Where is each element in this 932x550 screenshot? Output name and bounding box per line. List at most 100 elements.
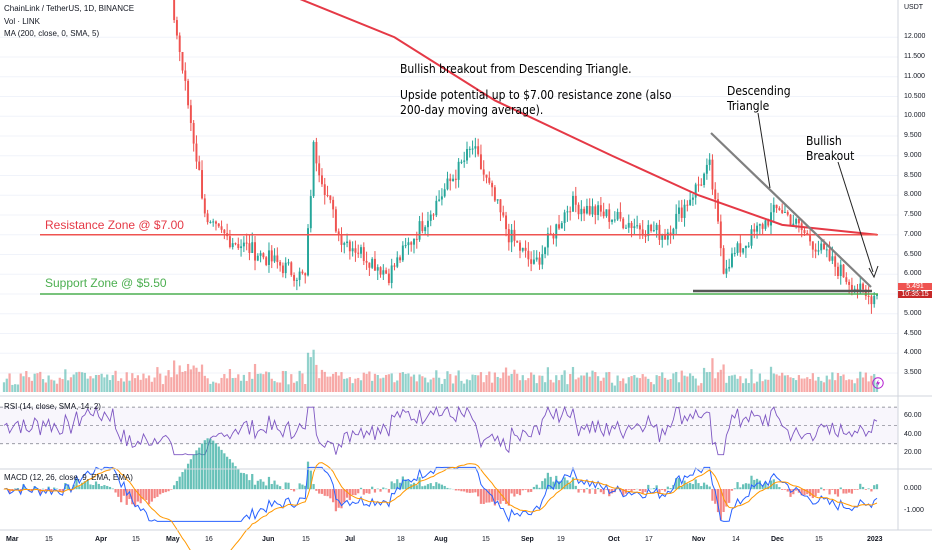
macd-histogram-bar xyxy=(638,489,642,491)
macd-histogram-bar xyxy=(585,488,589,490)
volume-bar xyxy=(580,375,583,392)
volume-indicator-label[interactable]: Vol · LINK xyxy=(4,17,41,26)
macd-histogram-bar xyxy=(463,489,466,492)
macd-histogram-bar xyxy=(281,489,285,490)
candle-body xyxy=(775,204,778,209)
volume-bar xyxy=(80,372,84,392)
volume-bar xyxy=(610,382,614,392)
macd-histogram-bar xyxy=(622,489,625,496)
headline-note: Bullish breakout from Descending Triangl… xyxy=(400,62,632,76)
volume-bar xyxy=(502,372,505,392)
macd-histogram-bar xyxy=(778,487,781,490)
macd-histogram-bar xyxy=(429,483,432,490)
macd-histogram-bar xyxy=(443,485,446,490)
macd-histogram-bar xyxy=(499,489,502,504)
candle-body xyxy=(354,248,357,253)
candle-body xyxy=(343,243,346,245)
macd-histogram-bar xyxy=(103,485,106,490)
time-tick-label: Oct xyxy=(608,536,620,543)
macd-histogram-bar xyxy=(111,488,114,490)
volume-bar xyxy=(574,379,577,392)
candle-body xyxy=(298,271,301,280)
macd-histogram-bar xyxy=(343,489,346,503)
volume-bar xyxy=(647,378,650,392)
macd-histogram-bar xyxy=(340,489,343,509)
volume-bar xyxy=(100,373,103,392)
time-tick-label: Nov xyxy=(692,536,706,543)
candle-body xyxy=(566,211,569,213)
volume-bar xyxy=(142,373,145,392)
macd-histogram-bar xyxy=(145,489,148,501)
macd-histogram-bar xyxy=(504,489,508,505)
candle-body xyxy=(817,250,820,252)
volume-bar xyxy=(728,375,731,392)
candle-body xyxy=(351,248,354,252)
macd-histogram-bar xyxy=(401,476,404,490)
candle-body xyxy=(399,257,402,261)
macd-histogram-bar xyxy=(744,483,748,490)
volume-bar xyxy=(125,372,128,392)
rsi-indicator-label[interactable]: RSI (14, close, SMA, 14, 2) xyxy=(4,402,101,411)
candle-body xyxy=(203,198,206,214)
volume-bar xyxy=(691,375,695,392)
volume-bar xyxy=(214,382,218,392)
macd-indicator-label[interactable]: MACD (12, 26, close, 9, EMA, EMA) xyxy=(4,473,133,482)
volume-bar xyxy=(36,373,39,392)
volume-bar xyxy=(672,373,675,392)
candle-body xyxy=(753,229,756,232)
candle-body xyxy=(650,224,653,231)
macd-histogram-bar xyxy=(80,482,84,490)
candle-body xyxy=(371,258,374,268)
candle-body xyxy=(703,173,706,185)
candle-body xyxy=(717,199,719,222)
macd-histogram-bar xyxy=(527,489,530,493)
volume-bar xyxy=(440,383,444,392)
candle-body xyxy=(786,211,789,215)
volume-bar xyxy=(493,372,497,392)
price-tick-label: 10.500 xyxy=(904,92,926,100)
volume-bar xyxy=(811,373,814,392)
macd-histogram-bar xyxy=(92,485,95,490)
macd-histogram-bar xyxy=(794,489,798,491)
volume-bar xyxy=(337,375,340,392)
macd-histogram-bar xyxy=(78,486,81,490)
candle-body xyxy=(625,227,627,229)
candle-body xyxy=(770,212,772,226)
macd-histogram-bar xyxy=(591,488,594,490)
macd-histogram-bar xyxy=(663,489,667,492)
candle-body xyxy=(814,249,817,252)
candle-body xyxy=(538,257,541,265)
macd-histogram-bar xyxy=(192,454,195,490)
ma-indicator-label[interactable]: MA (200, close, 0, SMA, 5) xyxy=(4,29,100,38)
candle-body xyxy=(482,169,485,175)
volume-bar xyxy=(226,378,229,392)
candle-body xyxy=(231,243,234,248)
volume-bar xyxy=(189,369,192,392)
macd-histogram-bar xyxy=(842,489,845,494)
macd-histogram-bar xyxy=(454,489,457,491)
volume-bar xyxy=(725,382,728,392)
volume-bar xyxy=(638,378,642,392)
volume-bar xyxy=(711,358,714,392)
macd-histogram-bar xyxy=(407,480,410,490)
candle-body xyxy=(594,206,597,215)
lightning-icon[interactable] xyxy=(872,377,884,389)
volume-bar xyxy=(276,382,279,392)
macd-histogram-bar xyxy=(588,489,591,494)
volume-bar xyxy=(298,370,301,392)
macd-histogram-bar xyxy=(859,483,862,490)
candle-body xyxy=(842,264,845,278)
volume-bar xyxy=(842,374,845,392)
price-tick-label: 3.500 xyxy=(904,369,922,376)
candle-body xyxy=(532,259,535,264)
triangle-note-line2: Triangle xyxy=(727,99,770,113)
candle-body xyxy=(686,204,689,206)
candle-body xyxy=(443,189,446,197)
macd-histogram-bar xyxy=(521,489,524,491)
macd-histogram-bar xyxy=(820,487,823,490)
volume-bar xyxy=(242,374,245,392)
candle-body xyxy=(315,141,318,164)
volume-bar xyxy=(181,371,184,392)
